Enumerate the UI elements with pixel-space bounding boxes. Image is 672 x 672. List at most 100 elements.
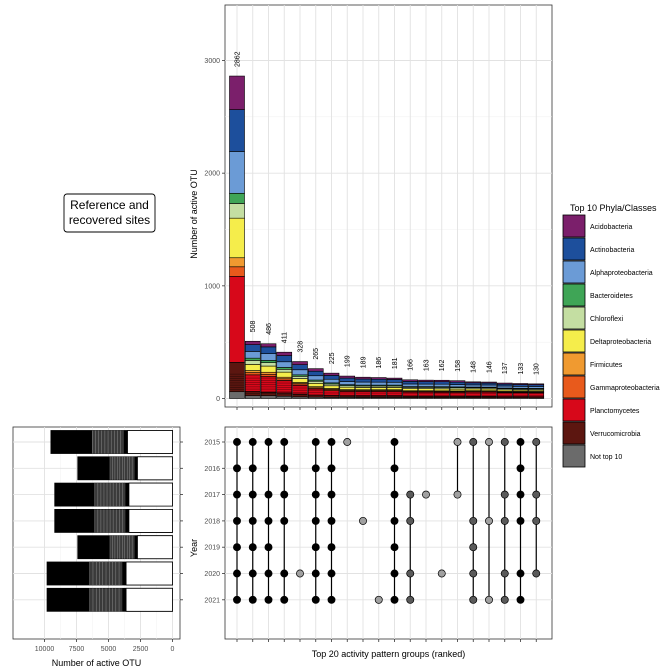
- matrix-dot: [359, 516, 367, 525]
- bar-segment: [292, 376, 308, 379]
- bar-segment: [260, 395, 277, 399]
- matrix-y-tick-label: 2015: [204, 440, 220, 447]
- bar-segment: [229, 257, 245, 268]
- bar-segment: [323, 390, 340, 396]
- matrix-dot: [437, 569, 446, 578]
- matrix-dot: [390, 595, 399, 604]
- annotation-line: recovered sites: [69, 213, 150, 227]
- bar-segment: [244, 351, 261, 359]
- matrix-dot: [311, 516, 320, 525]
- bar-total-label: 137: [502, 362, 509, 374]
- legend-label: Bacteroidetes: [590, 293, 633, 300]
- matrix-dot: [469, 516, 478, 525]
- y-tick-label: 1000: [204, 283, 220, 290]
- bar-segment: [449, 381, 466, 385]
- matrix-dot: [500, 490, 509, 499]
- matrix-dot: [422, 490, 430, 499]
- matrix-y-tick-label: 2016: [204, 466, 220, 473]
- legend-swatch: [562, 237, 586, 261]
- bar-segment: [481, 384, 497, 388]
- bar-segment: [276, 371, 293, 378]
- bar-total-label: 166: [408, 359, 415, 371]
- matrix-dot: [233, 490, 241, 499]
- bar-segment: [307, 388, 324, 396]
- pattern-matrix-grid: [225, 427, 552, 639]
- bar-segment: [276, 361, 293, 368]
- legend-label: Actinobacteria: [590, 247, 634, 254]
- bar-segment: [292, 384, 308, 395]
- h-x-tick-label: 5000: [101, 646, 117, 653]
- bar-segment: [386, 381, 403, 386]
- pattern-matrix-dots: [233, 438, 541, 604]
- legend: Top 10 Phyla/Classes Acidobacteria Actino…: [562, 203, 660, 468]
- bar-segment: [260, 392, 277, 396]
- matrix-dot: [327, 543, 336, 552]
- bar-segment: [465, 382, 482, 386]
- bar-segment: [339, 377, 356, 382]
- bar-total-label: 181: [392, 357, 399, 369]
- legend-swatch: [562, 444, 586, 468]
- bar-segment: [307, 370, 324, 377]
- bar-segment: [244, 395, 261, 399]
- matrix-y-tick-label: 2019: [204, 545, 220, 552]
- matrix-dot: [311, 464, 320, 473]
- matrix-dot: [500, 438, 509, 446]
- bar-segment: [260, 365, 277, 373]
- bar-segment: [229, 276, 245, 363]
- matrix-y-tick-label: 2020: [204, 571, 220, 578]
- matrix-dot: [485, 516, 493, 525]
- matrix-dot: [248, 438, 257, 446]
- bar-segment: [292, 369, 308, 376]
- bar-segment: [323, 372, 340, 376]
- year-total-bars: [46, 430, 173, 612]
- bar-segment: [418, 388, 434, 392]
- bar-segment: [528, 383, 545, 386]
- bar-total-label: 189: [361, 356, 368, 368]
- matrix-dot: [406, 569, 415, 578]
- matrix-y-tick-label: 2017: [204, 492, 220, 499]
- matrix-dot: [390, 543, 399, 552]
- stacked-bar-y-axis: 0 1000 2000 3000: [204, 58, 225, 403]
- bar-segment: [292, 393, 308, 398]
- bar-segment: [481, 391, 497, 397]
- bar-segment: [418, 391, 434, 397]
- stacked-bar-total-labels: 2862 508 486 411 328 265 225 199 189 186 181 166 163…: [235, 51, 541, 374]
- bar-segment: [229, 75, 245, 110]
- y-tick-label: 2000: [204, 171, 220, 178]
- y-tick-label: 0: [216, 396, 220, 403]
- year-total-bar-remainder: [137, 535, 173, 560]
- legend-swatch: [562, 260, 586, 284]
- year-total-bar-remainder: [125, 561, 173, 586]
- matrix-dot: [311, 569, 320, 578]
- bar-total-label: 158: [455, 360, 462, 372]
- matrix-dot: [264, 516, 273, 525]
- bar-segment: [244, 372, 261, 376]
- matrix-dot: [248, 464, 257, 473]
- bar-total-label: 411: [282, 332, 289, 343]
- matrix-dot: [233, 464, 241, 473]
- year-total-x-axis-label: Number of active OTU: [52, 658, 142, 668]
- bar-segment: [292, 378, 308, 383]
- bar-segment: [260, 343, 277, 348]
- bar-segment: [418, 383, 434, 387]
- matrix-dot: [406, 490, 415, 499]
- bar-segment: [244, 370, 261, 373]
- bar-segment: [465, 381, 482, 384]
- annotation-box: Reference and recovered sites: [63, 193, 156, 233]
- bar-segment: [229, 151, 245, 194]
- annotation-frame: [63, 193, 156, 233]
- bar-segment: [260, 373, 277, 377]
- annotation-label: Reference and recovered sites: [69, 198, 150, 227]
- matrix-dot: [233, 438, 241, 446]
- bar-segment: [386, 387, 403, 391]
- bar-total-label: 148: [471, 361, 478, 373]
- year-total-x-axis: 10000 7500 5000 2500 0: [35, 441, 183, 653]
- matrix-dot: [516, 438, 525, 446]
- bar-total-label: 162: [439, 359, 446, 371]
- bar-segment: [276, 380, 293, 394]
- matrix-dot: [248, 516, 257, 525]
- bar-segment: [244, 357, 261, 361]
- bar-segment: [481, 381, 497, 384]
- bar-segment: [449, 384, 466, 388]
